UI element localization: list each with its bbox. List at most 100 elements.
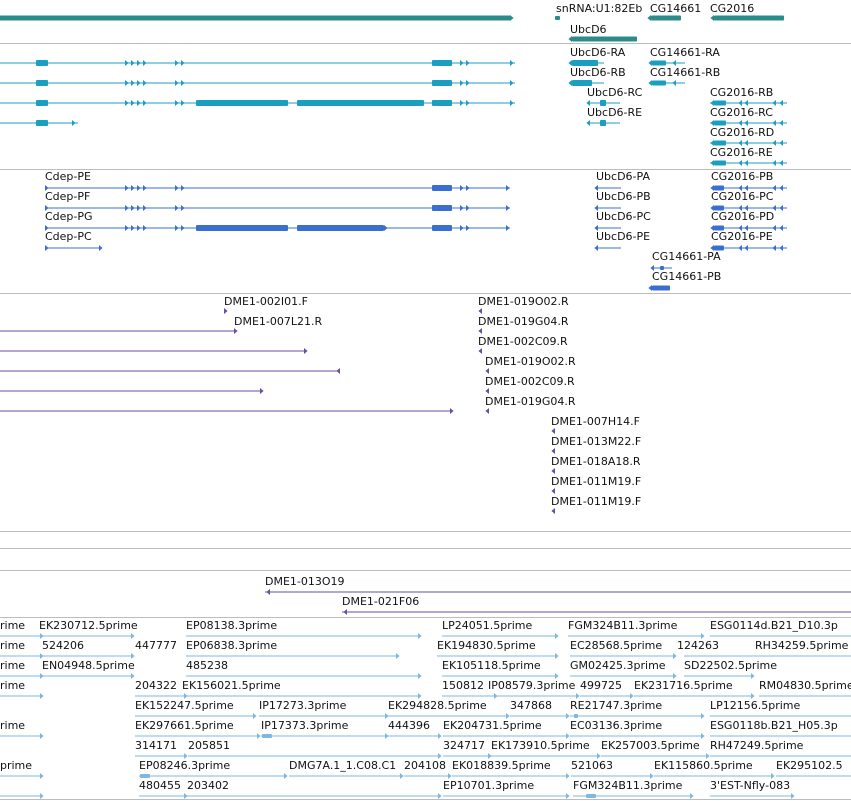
est-label[interactable]: SD22502.5prime: [684, 659, 777, 672]
transcript-label[interactable]: UbcD6-RB: [570, 66, 626, 79]
est-label[interactable]: LP24051.5prime: [442, 619, 533, 632]
transcript-label[interactable]: UbcD6-RC: [587, 86, 643, 99]
est-label[interactable]: LP12156.5prime: [710, 699, 801, 712]
transcript-label[interactable]: CG2016-RD: [710, 126, 775, 139]
est-label[interactable]: 521063: [571, 759, 613, 772]
est-label[interactable]: 203402: [187, 779, 229, 792]
est-label[interactable]: rime: [0, 659, 26, 672]
est-label[interactable]: 204322: [135, 679, 177, 692]
est-label[interactable]: 205851: [188, 739, 230, 752]
est-label[interactable]: EK231716.5prime: [634, 679, 733, 692]
est-label[interactable]: 485238: [186, 659, 228, 672]
clone-label[interactable]: DME1-013O19: [265, 575, 345, 588]
est-label[interactable]: EK204731.5prime: [443, 719, 542, 732]
clone-label[interactable]: DME1-002C09.R: [485, 375, 575, 388]
est-label[interactable]: IP08579.3prime: [488, 679, 576, 692]
est-label[interactable]: 314171: [135, 739, 177, 752]
protein-label[interactable]: CG2016-PC: [711, 190, 774, 203]
est-label[interactable]: EP08138.3prime: [186, 619, 278, 632]
est-label[interactable]: 447777: [135, 639, 177, 652]
transcript-label[interactable]: CG14661-RA: [650, 46, 720, 59]
transcript-label[interactable]: CG14661-RB: [650, 66, 721, 79]
protein-label[interactable]: CG2016-PB: [711, 170, 774, 183]
est-label[interactable]: rime: [0, 619, 26, 632]
est-label[interactable]: rime: [0, 719, 26, 732]
est-label[interactable]: RM04830.5prime: [759, 679, 851, 692]
protein-label[interactable]: CG2016-PE: [711, 230, 773, 243]
protein-label[interactable]: CG2016-PD: [711, 210, 775, 223]
est-label[interactable]: EN04948.5prime: [42, 659, 135, 672]
est-label[interactable]: 124263: [677, 639, 719, 652]
gene-label[interactable]: snRNA:U1:82Eb: [556, 2, 643, 15]
protein-label[interactable]: Cdep-PG: [45, 210, 93, 223]
est-label[interactable]: IP17273.3prime: [259, 699, 347, 712]
protein-label[interactable]: UbcD6-PA: [596, 170, 650, 183]
est-label[interactable]: 204108: [404, 759, 446, 772]
transcript-label[interactable]: UbcD6-RE: [587, 106, 643, 119]
est-label[interactable]: 499725: [580, 679, 622, 692]
est-label[interactable]: EK152247.5prime: [135, 699, 234, 712]
protein-label[interactable]: Cdep-PF: [45, 190, 91, 203]
gene-label[interactable]: CG2016: [710, 2, 755, 15]
est-label[interactable]: RH34259.5prime: [755, 639, 849, 652]
clone-label[interactable]: DME1-021F06: [342, 595, 420, 608]
est-label[interactable]: EK018839.5prime: [452, 759, 551, 772]
protein-label[interactable]: UbcD6-PB: [596, 190, 651, 203]
est-label[interactable]: DMG7A.1_1.C08.C1: [289, 759, 397, 772]
est-label[interactable]: GM02425.3prime: [570, 659, 666, 672]
est-label[interactable]: EP06838.3prime: [186, 639, 278, 652]
est-label[interactable]: 324717: [443, 739, 485, 752]
est-label[interactable]: RE21747.3prime: [570, 699, 663, 712]
clone-label[interactable]: DME1-019O02.R: [485, 355, 576, 368]
est-label[interactable]: 444396: [388, 719, 430, 732]
est-label[interactable]: EK295102.5: [776, 759, 843, 772]
est-label[interactable]: 480455: [139, 779, 181, 792]
est-label[interactable]: prime: [0, 759, 33, 772]
protein-label[interactable]: UbcD6-PC: [596, 210, 651, 223]
transcript-label[interactable]: UbcD6-RA: [570, 46, 626, 59]
est-label[interactable]: EC28568.5prime: [570, 639, 663, 652]
clone-label[interactable]: DME1-019G04.R: [478, 315, 569, 328]
est-label[interactable]: EP10701.3prime: [443, 779, 535, 792]
est-label[interactable]: EK257003.5prime: [601, 739, 700, 752]
est-label[interactable]: EK156021.5prime: [182, 679, 281, 692]
est-label[interactable]: EK194830.5prime: [437, 639, 536, 652]
transcript-label[interactable]: CG2016-RE: [710, 146, 773, 159]
est-label[interactable]: 524206: [42, 639, 84, 652]
est-label[interactable]: rime: [0, 679, 26, 692]
est-label[interactable]: EK294828.5prime: [388, 699, 487, 712]
clone-label[interactable]: DME1-002C09.R: [478, 335, 568, 348]
clone-label[interactable]: DME1-002I01.F: [224, 295, 308, 308]
est-label[interactable]: EP08246.3prime: [139, 759, 231, 772]
clone-label[interactable]: DME1-011M19.F: [551, 475, 642, 488]
gene-label[interactable]: UbcD6: [570, 23, 607, 36]
est-label[interactable]: EK105118.5prime: [442, 659, 541, 672]
protein-label[interactable]: UbcD6-PE: [596, 230, 651, 243]
est-label[interactable]: EK115860.5prime: [654, 759, 753, 772]
clone-label[interactable]: DME1-019O02.R: [478, 295, 569, 308]
clone-label[interactable]: DME1-018A18.R: [551, 455, 641, 468]
est-label[interactable]: 347868: [510, 699, 552, 712]
protein-label[interactable]: Cdep-PE: [45, 170, 91, 183]
est-label[interactable]: EK173910.5prime: [491, 739, 590, 752]
clone-label[interactable]: DME1-007L21.R: [234, 315, 323, 328]
est-label[interactable]: ESG0114d.B21_D10.3p: [710, 619, 838, 632]
est-label[interactable]: IP17373.3prime: [261, 719, 349, 732]
est-label[interactable]: FGM324B11.3prime: [568, 619, 678, 632]
est-label[interactable]: 150812: [442, 679, 484, 692]
clone-label[interactable]: DME1-007H14.F: [551, 415, 640, 428]
clone-label[interactable]: DME1-011M19.F: [551, 495, 642, 508]
est-label[interactable]: 3'EST-Nfly-083: [710, 779, 791, 792]
transcript-label[interactable]: CG2016-RB: [710, 86, 774, 99]
clone-label[interactable]: DME1-013M22.F: [551, 435, 642, 448]
protein-label[interactable]: CG14661-PA: [652, 250, 721, 263]
clone-label[interactable]: DME1-019G04.R: [485, 395, 576, 408]
transcript-label[interactable]: CG2016-RC: [710, 106, 773, 119]
est-label[interactable]: ESG0118b.B21_H05.3p: [710, 719, 838, 732]
protein-label[interactable]: CG14661-PB: [652, 270, 722, 283]
gene-label[interactable]: CG14661: [650, 2, 702, 15]
protein-label[interactable]: Cdep-PC: [45, 230, 92, 243]
est-label[interactable]: rime: [0, 639, 26, 652]
est-label[interactable]: FGM324B11.3prime: [573, 779, 683, 792]
est-label[interactable]: EK297661.5prime: [135, 719, 234, 732]
